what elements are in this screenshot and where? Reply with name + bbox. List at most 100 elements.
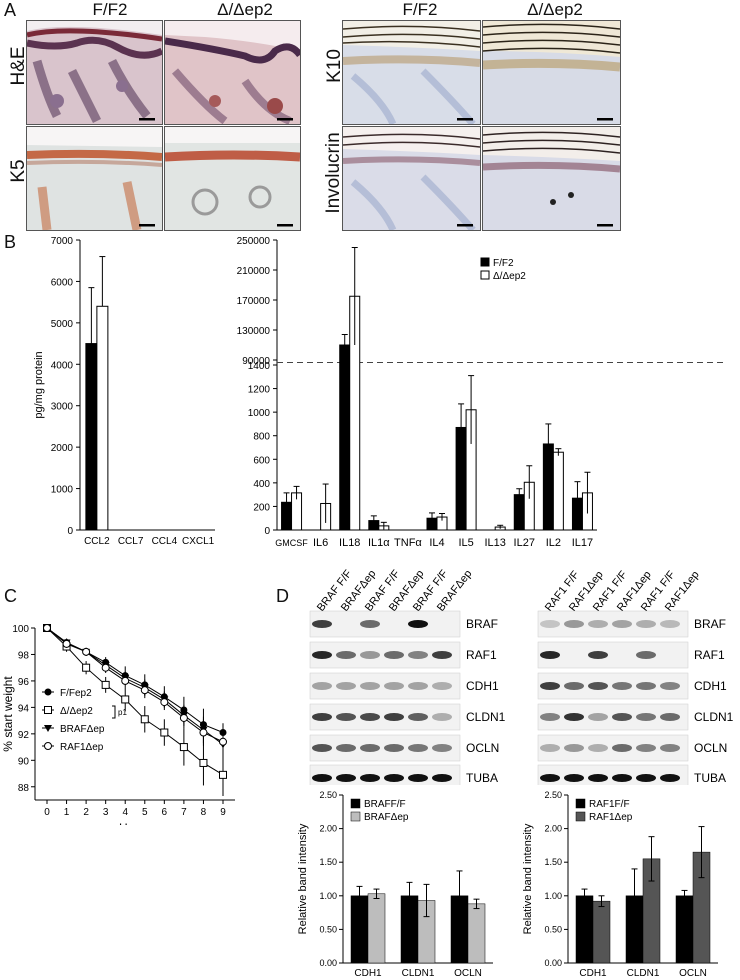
blot-band <box>360 651 380 659</box>
blot-band <box>612 620 632 628</box>
x-tick-label: GMCSF <box>275 538 308 548</box>
panel-letter-d: D <box>276 586 289 606</box>
blot-band <box>660 713 680 721</box>
col-label-ff2: F/F2 <box>92 0 128 19</box>
x-tick-label: 8 <box>201 807 207 818</box>
blot-row-label: CLDN1 <box>694 710 734 724</box>
y-tick-label: 1.00 <box>544 891 562 901</box>
marker-circle-open <box>43 624 51 632</box>
blot-band <box>408 651 428 659</box>
panel-letter-b: B <box>4 232 17 252</box>
blot-row-label: TUBA <box>694 771 726 785</box>
marker-circle-open <box>82 647 91 656</box>
bar <box>85 343 98 531</box>
blot-band <box>384 651 404 659</box>
blot-band <box>612 744 632 752</box>
micrograph-involucrin-dd2 <box>482 126 621 231</box>
y-tick-label: 0 <box>67 526 73 537</box>
blot-strip <box>537 641 689 669</box>
blot-band <box>360 774 380 782</box>
marker-square-open <box>179 743 188 752</box>
y-tick-label: 1000 <box>248 408 271 419</box>
legend-swatch <box>480 257 490 267</box>
bar <box>675 895 694 964</box>
x-tick-label: 2 <box>83 807 89 818</box>
blot-row-label: CDH1 <box>466 679 499 693</box>
legend-swatch <box>350 798 361 809</box>
marker-circle-open <box>44 742 52 750</box>
y-tick-label: 90000 <box>242 356 270 367</box>
y-tick-label: 400 <box>253 479 270 490</box>
x-tick-label: CXCL1 <box>182 536 215 547</box>
blot-band <box>660 682 680 690</box>
x-tick-label: 0 <box>44 807 50 818</box>
y-tick-label: 100 <box>12 624 29 635</box>
y-tick-label: 0 <box>264 526 270 537</box>
x-tick-label: IL2 <box>546 537 561 549</box>
y-tick-label: 98 <box>18 650 30 661</box>
marker-circle-open <box>140 686 149 695</box>
y-tick-label: 2.50 <box>319 790 337 800</box>
bar <box>552 451 564 531</box>
x-tick-label: 4 <box>122 807 128 818</box>
micrograph-k10-ff2 <box>342 20 481 125</box>
blot-band <box>564 774 584 782</box>
panel-letter-c: C <box>4 586 17 606</box>
blot-band <box>360 682 380 690</box>
y-tick-label: 0.50 <box>319 924 337 934</box>
col-label-ff2-right: F/F2 <box>402 0 438 19</box>
y-tick-label: 90 <box>18 756 30 767</box>
legend-swatch <box>575 811 586 822</box>
x-tick-label: IL27 <box>514 537 535 549</box>
blot-band <box>636 774 656 782</box>
y-tick-label: 92 <box>18 730 30 741</box>
y-tick-label: 96 <box>18 677 30 688</box>
y-tick-label: 1.00 <box>319 891 337 901</box>
blot-band <box>312 682 332 690</box>
x-tick-label: 3 <box>103 807 109 818</box>
x-tick-label: OCLN <box>454 968 482 979</box>
y-tick-label: 94 <box>18 703 30 714</box>
micrograph-he-dd2 <box>164 20 301 125</box>
bar <box>467 903 486 964</box>
y-tick-label: 1000 <box>51 485 74 496</box>
marker-square-open <box>101 680 110 689</box>
blot-row-label: TUBA <box>466 771 498 785</box>
legend-label: RAF1Δep <box>60 742 104 753</box>
panel-letter-a: A <box>4 0 17 20</box>
blot-band <box>432 682 452 690</box>
y-tick-label: 5000 <box>51 319 74 330</box>
blot-band <box>636 651 656 659</box>
bar <box>339 344 351 531</box>
y-tick-label: 800 <box>253 432 270 443</box>
micrograph-he-ff2 <box>26 20 163 125</box>
blot-band <box>612 682 632 690</box>
blot-band <box>636 744 656 752</box>
legend-label: Δ/Δep2 <box>493 271 526 282</box>
blot-band <box>384 713 404 721</box>
bar <box>350 895 369 964</box>
legend-label: RAF1Δep <box>589 812 633 823</box>
y-tick-label: 1400 <box>248 361 271 372</box>
blot-band <box>540 774 560 782</box>
blot-band <box>360 620 380 628</box>
marker-circle-open <box>219 737 227 746</box>
y-tick-label: 210000 <box>237 266 271 277</box>
blot-band <box>564 713 584 721</box>
y-axis-label: Relative band intensity <box>522 823 534 934</box>
blot-band <box>384 744 404 752</box>
blot-row-label: RAF1 <box>694 648 725 662</box>
marker-triangle-filled <box>44 725 52 732</box>
y-tick-label: 0.00 <box>319 958 337 968</box>
legend-swatch <box>350 811 361 822</box>
marker-square-open <box>199 758 208 767</box>
micrograph-k5-ff2 <box>26 126 163 231</box>
blot-band <box>336 774 356 782</box>
x-tick-label: OCLN <box>679 968 707 979</box>
marker-square-open <box>140 715 149 724</box>
x-tick-label: IL18 <box>339 537 360 549</box>
x-axis-label: Hours <box>119 821 151 825</box>
bar <box>575 895 594 964</box>
blot-band <box>636 682 656 690</box>
x-tick-label: 6 <box>162 807 168 818</box>
